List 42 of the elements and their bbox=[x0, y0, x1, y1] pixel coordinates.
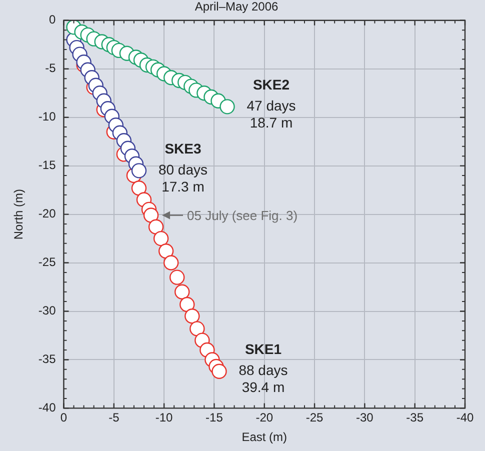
series-label: SKE3 bbox=[164, 140, 202, 157]
y-tick-label: -5 bbox=[45, 61, 56, 76]
point bbox=[184, 308, 200, 324]
y-tick-label: -25 bbox=[38, 255, 56, 270]
point bbox=[163, 255, 179, 270]
annotation: 88 days 39.4 m bbox=[238, 362, 288, 396]
point bbox=[170, 270, 185, 285]
y-tick-label: -15 bbox=[38, 158, 56, 172]
point bbox=[180, 296, 195, 312]
x-tick-label: -25 bbox=[306, 410, 324, 425]
y-tick-label: -30 bbox=[38, 304, 56, 318]
point bbox=[174, 284, 190, 300]
point bbox=[143, 208, 159, 223]
point bbox=[131, 163, 147, 178]
chart-title: April–May 2006 bbox=[194, 0, 279, 14]
x-tick-label: 0 bbox=[60, 410, 68, 425]
x-tick-label: -40 bbox=[456, 410, 474, 425]
point bbox=[153, 230, 169, 246]
x-tick-label: -5 bbox=[108, 410, 120, 425]
x-axis-title: East (m) bbox=[242, 430, 288, 444]
point bbox=[158, 244, 174, 259]
x-tick-label: -35 bbox=[406, 410, 424, 425]
annotation: 80 days 17.3 m bbox=[158, 162, 208, 195]
annotation: 47 days 18.7 m bbox=[246, 98, 296, 131]
x-tick-label: -30 bbox=[356, 410, 374, 425]
x-tick-label: -20 bbox=[256, 410, 274, 425]
y-tick-label: -35 bbox=[38, 352, 56, 366]
point bbox=[212, 364, 227, 379]
y-tick-label: 0 bbox=[49, 12, 56, 27]
y-tick-label: -40 bbox=[38, 400, 56, 415]
y-tick-label: -10 bbox=[38, 110, 56, 124]
x-tick-label: -15 bbox=[206, 410, 224, 425]
point bbox=[148, 219, 164, 235]
y-axis-title: North (m) bbox=[12, 188, 26, 240]
y-tick-label: -20 bbox=[38, 206, 56, 221]
x-tick-label: -10 bbox=[155, 410, 174, 425]
point bbox=[190, 321, 205, 336]
point bbox=[131, 180, 147, 196]
annotation: 05 July (see Fig. 3) bbox=[187, 208, 298, 223]
point bbox=[220, 99, 235, 114]
series-label: SKE2 bbox=[252, 76, 290, 93]
series-label: SKE1 bbox=[244, 341, 282, 358]
